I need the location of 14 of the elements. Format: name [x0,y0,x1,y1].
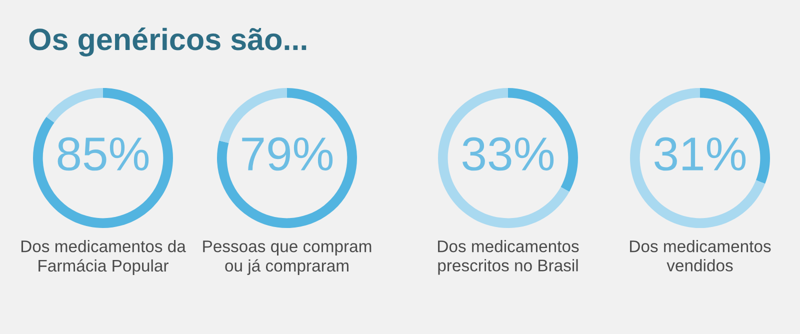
text: Dos medicamentos da Farmácia Popular [21,240,186,275]
donut-slice [630,88,766,228]
data-label: 79% [242,137,333,171]
donut-slice [46,88,103,123]
donut-slice [217,88,357,228]
text: Dos medicamentos vendidos [630,240,771,272]
text: Dos medicamentos prescritos no Brasil [438,240,579,275]
data-label: 33% [462,137,554,171]
data-label: 85% [58,137,149,171]
donut-slice [438,88,570,228]
donut-slice [33,88,173,228]
chart-title: Os genéricos são... [29,28,306,56]
data-label: 31% [654,137,746,171]
text: Pessoas que compram ou já compraram [203,240,372,275]
